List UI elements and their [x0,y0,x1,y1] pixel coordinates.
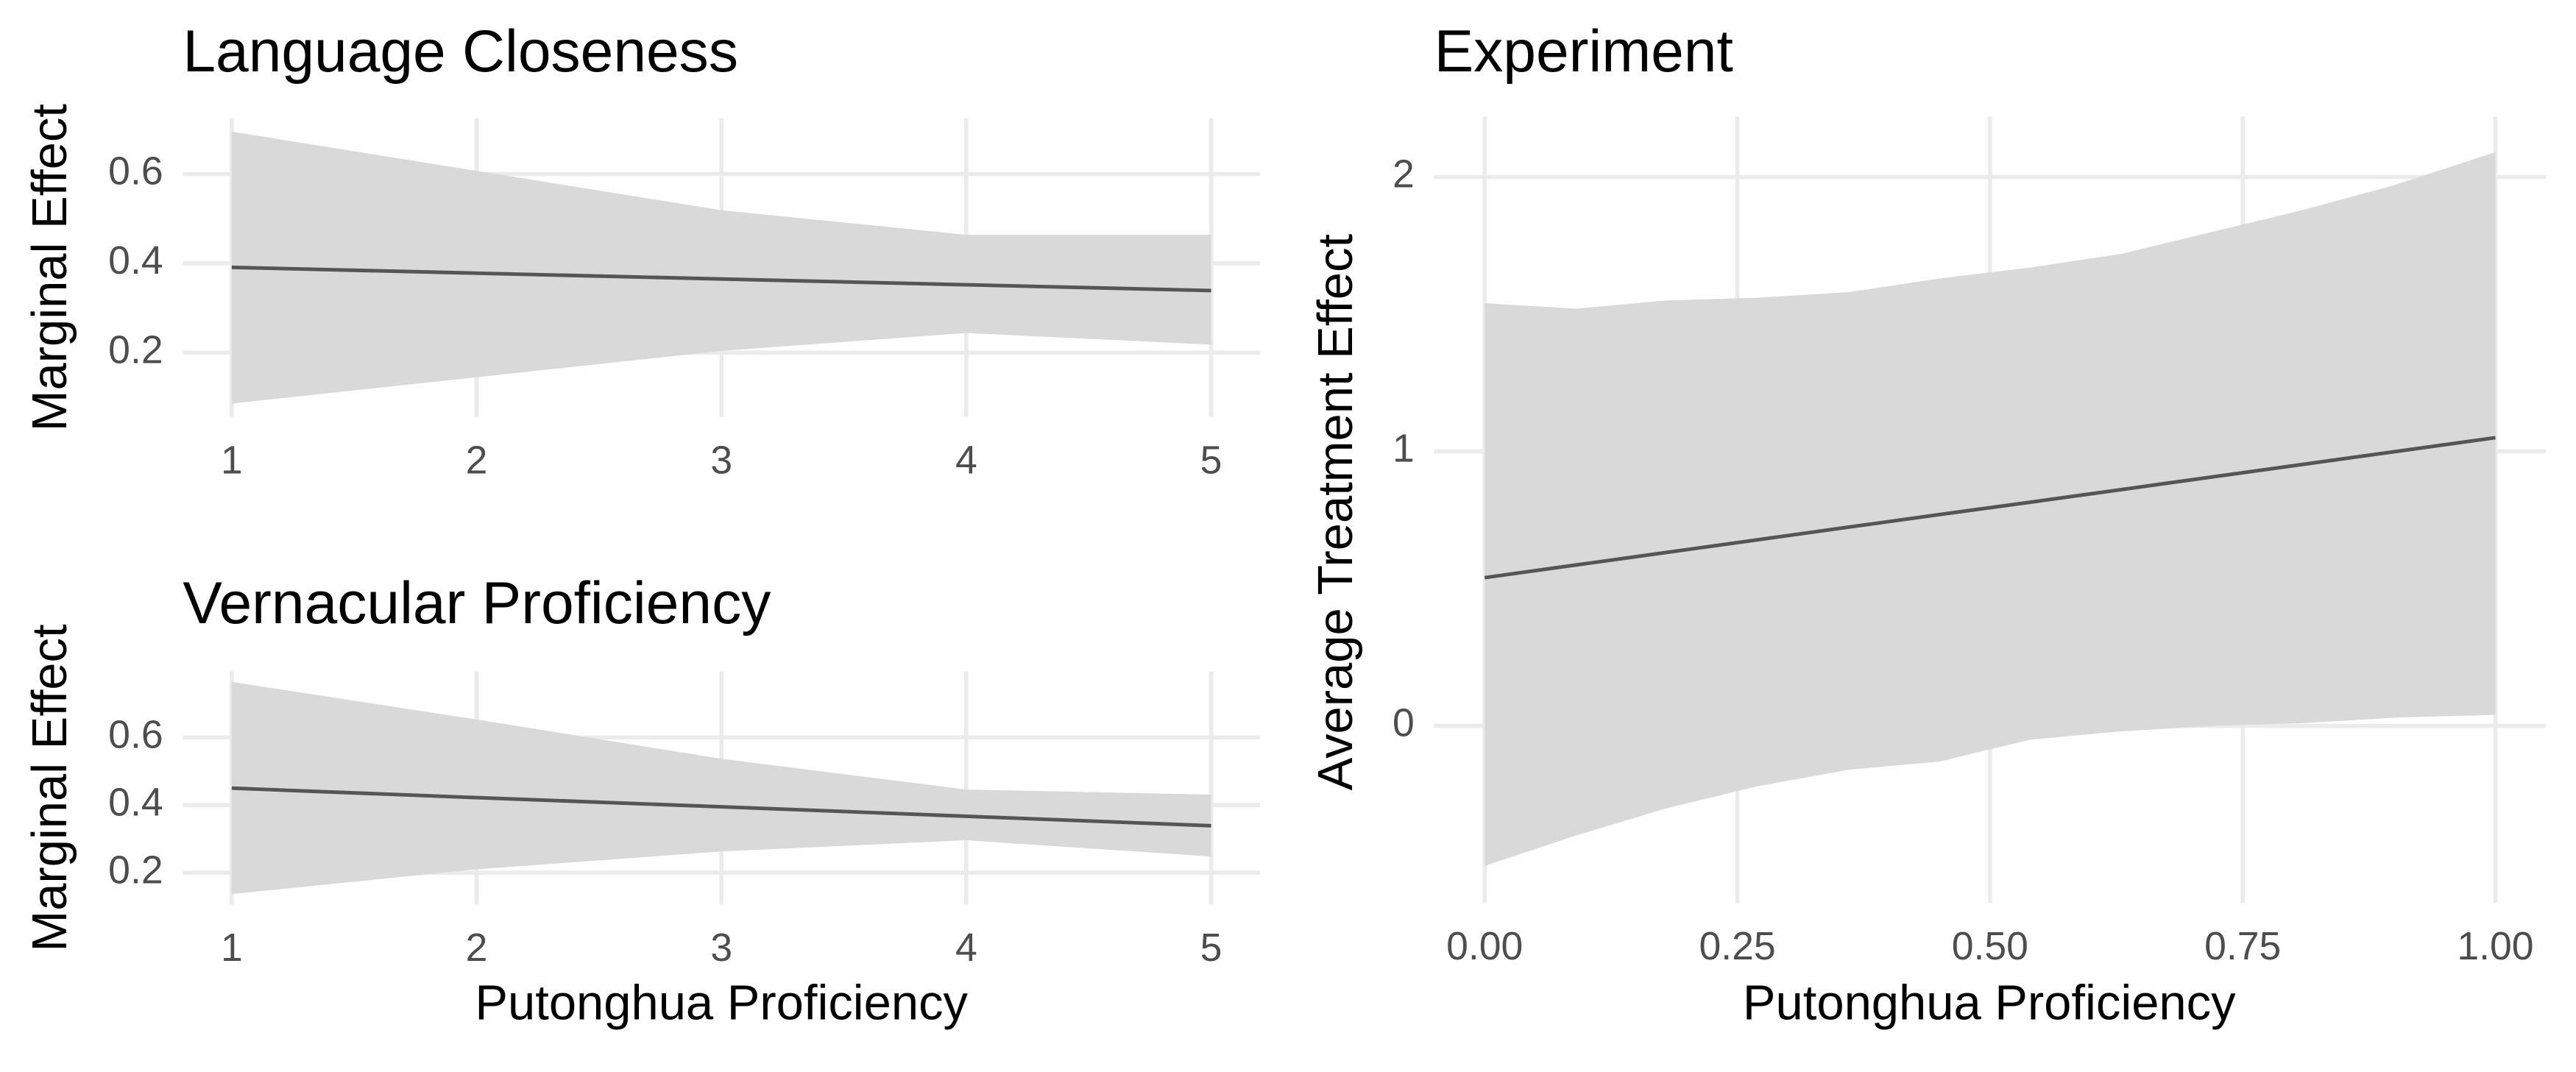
y-tick-label: 0.4 [108,239,163,283]
x-tick-label: 3 [710,926,732,970]
panel-title: Experiment [1434,18,1733,85]
x-tick-label: 0.75 [2204,925,2281,968]
y-axis-title: Marginal Effect [22,104,77,432]
x-tick-label: 1 [221,926,243,970]
x-tick-label: 3 [710,439,732,482]
panel-title: Language Closeness [183,18,738,85]
x-axis-title: Putonghua Proficiency [1743,975,2236,1030]
confidence-band [231,131,1211,404]
x-tick-label: 2 [466,439,488,482]
x-axis-title: Putonghua Proficiency [475,975,968,1030]
x-tick-label: 5 [1200,926,1222,970]
y-tick-label: 0.6 [108,713,163,756]
x-tick-label: 0.25 [1699,925,1775,968]
x-tick-label: 4 [955,439,977,482]
y-axis-title: Marginal Effect [22,624,77,952]
x-tick-label: 0.00 [1446,925,1523,968]
x-tick-label: 0.50 [1952,925,2028,968]
estimate-line [231,786,1211,828]
y-tick-label: 0.6 [108,150,163,194]
estimate-line [231,265,1211,293]
y-tick-label: 0.4 [108,781,163,824]
y-tick-label: 0 [1393,702,1415,745]
panel-title: Vernacular Proficiency [183,570,771,636]
y-tick-label: 2 [1393,153,1415,196]
x-tick-label: 2 [466,926,488,970]
x-tick-label: 4 [955,926,977,970]
y-axis-title: Average Treatment Effect [1308,234,1363,791]
confidence-band [231,681,1211,895]
x-tick-label: 5 [1200,439,1222,482]
x-tick-label: 1 [221,439,243,482]
y-tick-label: 0.2 [108,848,163,892]
y-tick-label: 1 [1393,427,1415,471]
y-tick-label: 0.2 [108,328,163,372]
estimate-line [1484,436,2496,580]
x-tick-label: 1.00 [2457,925,2533,968]
